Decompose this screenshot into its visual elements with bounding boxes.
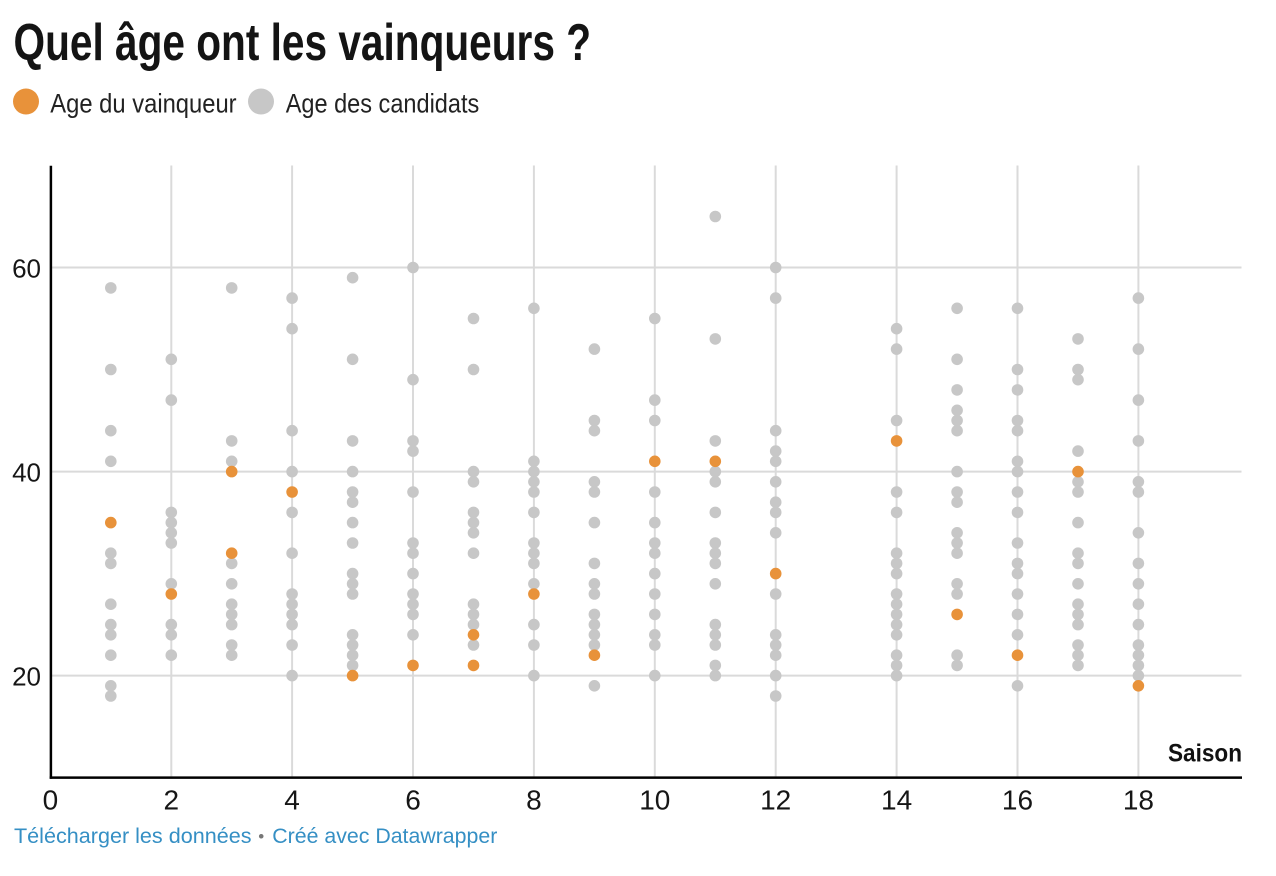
svg-text:Age du vainqueur: Age du vainqueur xyxy=(50,89,236,119)
svg-text:8: 8 xyxy=(526,785,542,816)
svg-text:0: 0 xyxy=(43,785,59,816)
svg-text:10: 10 xyxy=(639,785,670,816)
svg-text:Age des candidats: Age des candidats xyxy=(286,89,480,119)
svg-text:18: 18 xyxy=(1123,785,1154,816)
svg-text:Quel âge ont les vainqueurs ?: Quel âge ont les vainqueurs ? xyxy=(14,14,592,72)
svg-text:Télécharger les données: Télécharger les données xyxy=(14,825,252,848)
svg-text:•: • xyxy=(258,827,264,846)
svg-text:6: 6 xyxy=(405,785,421,816)
svg-text:12: 12 xyxy=(760,785,791,816)
svg-text:2: 2 xyxy=(164,785,180,816)
svg-text:4: 4 xyxy=(284,785,300,816)
svg-text:Saison: Saison xyxy=(1168,740,1242,768)
svg-text:Créé avec Datawrapper: Créé avec Datawrapper xyxy=(272,825,497,848)
svg-text:20: 20 xyxy=(12,662,41,692)
svg-text:40: 40 xyxy=(12,458,41,488)
svg-text:14: 14 xyxy=(881,785,912,816)
svg-text:16: 16 xyxy=(1002,785,1033,816)
svg-text:60: 60 xyxy=(12,254,41,284)
